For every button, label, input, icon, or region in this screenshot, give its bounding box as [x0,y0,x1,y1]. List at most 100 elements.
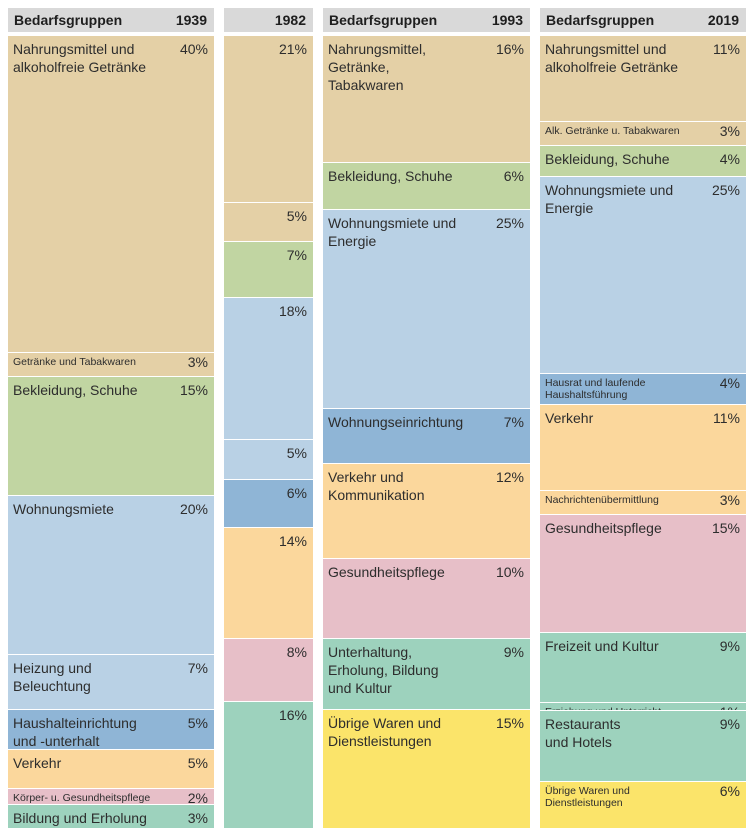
segment-value-label: 2% [187,790,208,804]
segment-value-label: 11% [713,410,740,426]
segment-1982-2: 5% [224,202,313,241]
segment-value-label: 12% [495,469,524,485]
segment-value-label: 15% [711,520,740,536]
segment-1939-5: Heizung und Beleuchtung 7% [8,654,214,709]
segment-value-label: 6% [503,168,524,184]
segment-1982-9: 16% [224,701,313,828]
segment-2019-4: Wohnungsmiete und Energie 25% [540,176,746,373]
column-header: Bedarfsgruppen 1939 [8,8,214,32]
segment-label: Alk. Getränke u. Tabakwaren [545,125,680,137]
segment-value-label: 15% [495,715,524,731]
column-1982: 1982 21% 5% 7% 18% 5% 6% 14% 8% 16% [224,8,313,828]
column-2019: Bedarfsgruppen 2019 Nahrungsmittel und a… [540,8,746,828]
segment-label: Wohnungseinrichtung [328,414,464,430]
segment-value-label: 5% [286,208,307,224]
segment-1939-6: Haushalteinrichtung und -unterhalt 5% [8,709,214,749]
segment-label: Gesundheitspflege [545,520,662,536]
segment-value-label: 10% [495,564,524,580]
segment-value-label: 9% [719,716,740,732]
segment-value-label: 20% [179,501,208,517]
segment-label: Erziehung und Unterricht [545,706,716,710]
segment-value-label: 3% [187,354,208,370]
segment-label: Übrige Waren und Dienstleistungen [328,715,442,749]
segment-value-label: 11% [713,41,740,57]
segment-label: Verkehr [13,755,62,771]
column-header: Bedarfsgruppen 2019 [540,8,746,32]
segment-2019-2: Alk. Getränke u. Tabakwaren 3% [540,121,746,145]
segment-2019-6: Verkehr 11% [540,404,746,490]
segment-label: Verkehr [545,410,594,426]
segment-label: Hausrat und laufende Haushaltsführung [545,377,646,401]
segment-value-label: 15% [179,382,208,398]
segment-1982-4: 18% [224,297,313,439]
segment-label: Verkehr und Kommunikation [328,469,425,503]
segment-1939-8: Körper- u. Gesundheitspflege 2% [8,788,214,804]
segment-label: Nahrungsmittel, Getränke, Tabakwaren [328,41,427,93]
segment-2019-5: Hausrat und laufende Haushaltsführung 4% [540,373,746,404]
segment-label: Bekleidung, Schuhe [328,168,453,184]
segment-value-label: 18% [278,303,307,319]
column-header-title: Bedarfsgruppen [329,12,438,28]
segment-1993-1: Nahrungsmittel, Getränke, Tabakwaren 16% [323,35,530,162]
segment-value-label: 5% [286,445,307,461]
segment-1939-1: Nahrungsmittel und alkoholfreie Getränke… [8,35,214,352]
segment-1993-5: Verkehr und Kommunikation 12% [323,463,530,558]
segment-1993-3: Wohnungsmiete und Energie 25% [323,209,530,408]
segment-value-label: 3% [719,123,740,139]
segment-label: Heizung und Beleuchtung [13,660,92,694]
column-header-title: Bedarfsgruppen [546,12,655,28]
column-header-year: 1939 [175,12,207,28]
column-header-title: Bedarfsgruppen [14,12,123,28]
segment-1982-3: 7% [224,241,313,297]
segment-value-label: 25% [495,215,524,231]
segment-1982-8: 8% [224,638,313,701]
segment-value-label: 9% [503,644,524,660]
segment-value-label: 6% [286,485,307,501]
segment-value-label: 1% [720,705,740,710]
segment-value-label: 7% [503,414,524,430]
segment-value-label: 7% [286,247,307,263]
segment-2019-9: Freizeit und Kultur 9% [540,632,746,702]
segment-value-label: 4% [719,151,740,167]
segment-value-label: 7% [187,660,208,676]
segment-label: Nahrungsmittel und alkoholfreie Getränke [545,41,679,75]
column-1939: Bedarfsgruppen 1939 Nahrungsmittel und a… [8,8,214,828]
segment-label: Übrige Waren und Dienstleistungen [545,785,630,809]
segment-label: Getränke und Tabakwaren [13,356,136,368]
segment-1982-1: 21% [224,35,313,202]
segment-label: Gesundheitspflege [328,564,445,580]
segment-value-label: 3% [719,492,740,508]
segment-1939-4: Wohnungsmiete 20% [8,495,214,654]
segment-label: Wohnungsmiete und Energie [328,215,457,249]
segment-label: Bildung und Erholung [13,810,147,826]
column-header-year: 1982 [274,12,306,28]
segment-label: Nahrungsmittel und alkoholfreie Getränke [13,41,147,75]
segment-value-label: 25% [711,182,740,198]
column-header-year: 1993 [491,12,523,28]
segment-1939-2: Getränke und Tabakwaren 3% [8,352,214,376]
segment-2019-10: Erziehung und Unterricht 1% [540,702,746,710]
column-header: Bedarfsgruppen 1993 [323,8,530,32]
segment-value-label: 3% [187,810,208,826]
segment-2019-11: Restaurants und Hotels 9% [540,710,746,781]
segment-label: Bekleidung, Schuhe [13,382,138,398]
segment-value-label: 16% [495,41,524,57]
segment-label: Wohnungsmiete und Energie [545,182,674,216]
segment-2019-7: Nachrichtenübermittlung 3% [540,490,746,514]
segment-label: Körper- u. Gesundheitspflege [13,792,151,804]
segment-1993-6: Gesundheitspflege 10% [323,558,530,638]
column-header: 1982 [224,8,313,32]
segment-value-label: 5% [187,755,208,771]
segment-1982-5: 5% [224,439,313,479]
segment-label: Unterhaltung, Erholung, Bildung und Kult… [328,644,439,696]
segment-label: Nachrichtenübermittlung [545,494,659,506]
segment-value-label: 6% [719,783,740,799]
segment-label: Freizeit und Kultur [545,638,659,654]
segment-1993-8: Übrige Waren und Dienstleistungen 15% [323,709,530,828]
segment-1939-3: Bekleidung, Schuhe 15% [8,376,214,495]
segment-1982-7: 14% [224,527,313,638]
segment-1993-4: Wohnungseinrichtung 7% [323,408,530,463]
segment-value-label: 8% [286,644,307,660]
segment-2019-3: Bekleidung, Schuhe 4% [540,145,746,176]
